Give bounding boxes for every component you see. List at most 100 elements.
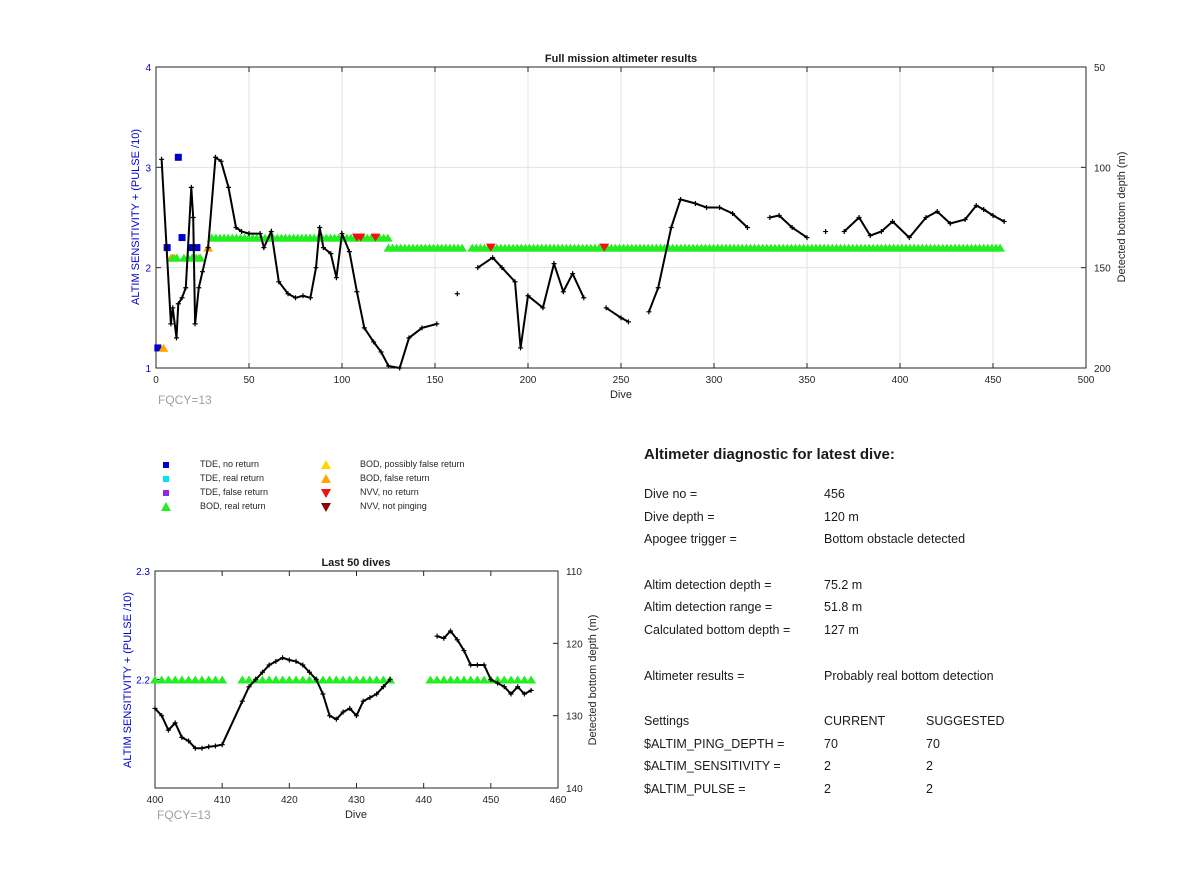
depth-point xyxy=(521,691,527,697)
bod-marker xyxy=(171,253,182,262)
depth-point xyxy=(962,217,968,223)
x-tick-label: 0 xyxy=(153,375,159,386)
bod-marker xyxy=(358,675,369,684)
bod-marker xyxy=(163,675,174,684)
depth-point xyxy=(293,295,298,301)
nvv-marker xyxy=(370,233,381,242)
depth-point xyxy=(618,315,624,321)
depth-point xyxy=(515,684,521,690)
depth-point xyxy=(990,212,996,218)
depth-point xyxy=(973,202,979,208)
legend-label: TDE, real return xyxy=(200,473,265,483)
depth-point xyxy=(512,279,518,285)
depth-point xyxy=(172,720,178,726)
legend: TDE, no return TDE, real return TDE, fal… xyxy=(160,458,500,520)
depth-point xyxy=(776,212,782,218)
legend-label: TDE, false return xyxy=(200,487,269,497)
bod-marker xyxy=(217,675,228,684)
row-value: 120 m xyxy=(824,509,859,524)
depth-point xyxy=(360,698,366,704)
legend-label: BOD, possibly false return xyxy=(360,459,465,469)
row-label: Apogee trigger = xyxy=(644,532,737,547)
depth-point xyxy=(226,184,232,190)
bod-marker xyxy=(519,675,530,684)
depth-point xyxy=(300,662,306,668)
depth-point xyxy=(159,156,165,162)
depth-point xyxy=(273,658,279,664)
depth-point xyxy=(183,285,189,291)
depth-point xyxy=(981,206,987,212)
depth-point xyxy=(186,738,192,744)
bod-marker xyxy=(195,253,206,262)
depth-line-group xyxy=(152,628,534,751)
depth-point xyxy=(518,345,524,351)
y-right-tick-label: 50 xyxy=(1094,63,1106,74)
bod-marker xyxy=(445,675,456,684)
depth-point xyxy=(890,219,896,225)
depth-point xyxy=(508,691,514,697)
suggested-header: SUGGESTED xyxy=(926,713,1005,728)
depth-point xyxy=(434,633,440,639)
depth-point xyxy=(744,225,750,231)
setting-row: $ALTIM_PULSE = 2 2 xyxy=(644,782,1164,805)
setting-row: $ALTIM_SENSITIVITY = 2 2 xyxy=(644,759,1164,782)
legend-label: NVV, not pinging xyxy=(360,501,427,511)
depth-point xyxy=(603,305,609,311)
triangle-down-icon xyxy=(321,489,331,498)
depth-point xyxy=(175,301,181,307)
setting-row: $ALTIM_PING_DEPTH = 70 70 xyxy=(644,737,1164,760)
bod-marker xyxy=(506,675,516,684)
bod-marker xyxy=(183,675,194,684)
depth-point xyxy=(327,713,333,719)
depth-point xyxy=(233,225,239,231)
bod-marker xyxy=(170,675,181,684)
depth-line xyxy=(769,214,808,239)
x-tick-label: 460 xyxy=(550,795,567,806)
bod-marker xyxy=(317,675,328,684)
bod-marker xyxy=(438,675,449,684)
y-right-tick-label: 140 xyxy=(566,784,583,795)
tde-marker xyxy=(193,244,201,252)
tde-marker xyxy=(154,344,162,352)
depth-point xyxy=(581,295,587,301)
depth-line xyxy=(154,656,391,750)
nvv-marker xyxy=(485,243,496,252)
depth-point xyxy=(419,325,425,331)
depth-point xyxy=(678,196,684,202)
bod-marker xyxy=(277,675,288,684)
x-tick-label: 410 xyxy=(214,795,231,806)
bod-marker xyxy=(459,675,469,684)
depth-point xyxy=(286,657,292,663)
depth-point xyxy=(328,251,334,257)
bod-marker xyxy=(338,675,349,684)
depth-point xyxy=(378,349,384,355)
y-right-tick-label: 110 xyxy=(566,567,582,578)
depth-point xyxy=(841,229,847,235)
depth-point xyxy=(346,249,352,255)
depth-point xyxy=(347,705,353,711)
depth-point xyxy=(823,229,829,235)
depth-point xyxy=(261,245,267,251)
bod-marker xyxy=(264,675,275,684)
square-marker-icon xyxy=(163,476,169,482)
dive-no-row: Dive no = 456 xyxy=(644,487,1164,510)
depth-point xyxy=(200,269,205,275)
setting-name: $ALTIM_PULSE = xyxy=(644,781,746,796)
row-value: 51.8 m xyxy=(824,600,863,615)
apogee-trigger-row: Apogee trigger = Bottom obstacle detecte… xyxy=(644,532,1164,555)
bod-marker xyxy=(297,675,308,684)
legend-label: TDE, no return xyxy=(200,459,260,469)
depth-point xyxy=(906,235,912,241)
depth-point xyxy=(293,658,299,664)
depth-point xyxy=(560,289,566,295)
depth-point xyxy=(499,265,505,271)
depth-point xyxy=(179,295,185,301)
depth-point xyxy=(397,365,403,371)
depth-point xyxy=(212,743,218,749)
depth-point xyxy=(246,231,252,237)
bod-marker xyxy=(156,675,167,684)
depth-point xyxy=(257,231,263,237)
chart-title: Full mission altimeter results xyxy=(545,53,697,65)
depth-point xyxy=(199,745,205,751)
depth-point xyxy=(339,231,345,237)
